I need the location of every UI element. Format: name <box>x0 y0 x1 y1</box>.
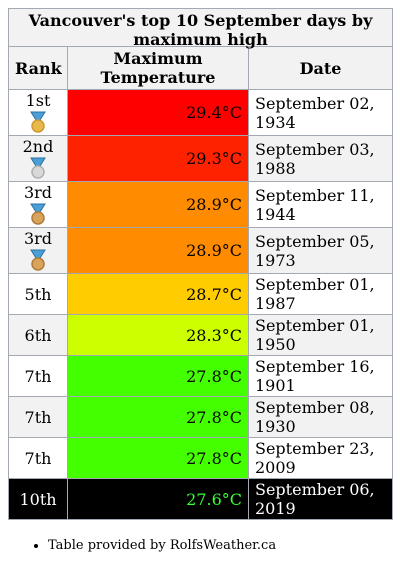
footer-note: Table provided by RolfsWeather.ca <box>48 538 276 553</box>
table-row: 5th 28.7°C September 01, 1987 <box>8 273 393 315</box>
rank-cell: 6th <box>8 314 68 356</box>
temperature-cell: 29.3°C <box>67 135 249 182</box>
date-cell: September 06, 2019 <box>248 478 393 520</box>
rank-text: 7th <box>24 448 52 468</box>
rank-text: 3rd <box>23 229 53 248</box>
rank-text: 2nd <box>22 137 54 156</box>
temperature-cell: 27.8°C <box>67 355 249 397</box>
table-row: 7th 27.8°C September 23, 2009 <box>8 437 393 479</box>
header-cell: Rank <box>8 46 68 90</box>
table-row: 7th 27.8°C September 08, 1930 <box>8 396 393 438</box>
rank-cell: 3rd <box>8 181 68 228</box>
temperature-cell: 27.8°C <box>67 437 249 479</box>
rank-text: 5th <box>24 284 52 304</box>
date-cell: September 03, 1988 <box>248 135 393 182</box>
rank-cell: 5th <box>8 273 68 315</box>
table-row: 10th 27.6°C September 06, 2019 <box>8 478 393 520</box>
medal-icon <box>30 111 46 133</box>
date-cell: September 08, 1930 <box>248 396 393 438</box>
date-cell: September 01, 1987 <box>248 273 393 315</box>
rank-text: 1st <box>25 91 51 110</box>
temperature-cell: 27.6°C <box>67 478 249 520</box>
date-cell: September 23, 2009 <box>248 437 393 479</box>
rank-cell: 7th <box>8 396 68 438</box>
header-cell: Date <box>248 46 393 90</box>
date-cell: September 16, 1901 <box>248 355 393 397</box>
rank-text: 6th <box>24 325 52 345</box>
rank-cell: 7th <box>8 355 68 397</box>
rank-text: 10th <box>19 489 57 509</box>
temperature-cell: 27.8°C <box>67 396 249 438</box>
temperature-cell: 28.9°C <box>67 181 249 228</box>
table-row: 2nd 29.3°C September 03, 1988 <box>8 135 393 182</box>
table-row: 6th 28.3°C September 01, 1950 <box>8 314 393 356</box>
medal-icon <box>30 249 46 271</box>
date-cell: September 02, 1934 <box>248 89 393 136</box>
footer-list: Table provided by RolfsWeather.ca <box>30 538 276 553</box>
header-cell: Maximum Temperature <box>67 46 249 90</box>
rank-cell: 10th <box>8 478 68 520</box>
temperature-cell: 28.7°C <box>67 273 249 315</box>
table: Vancouver's top 10 September days by max… <box>8 8 393 520</box>
table-row: 7th 27.8°C September 16, 1901 <box>8 355 393 397</box>
rank-text: 7th <box>24 366 52 386</box>
table-title: Vancouver's top 10 September days by max… <box>8 8 393 49</box>
rank-text: 3rd <box>23 183 53 202</box>
header-row: Rank Maximum Temperature Date <box>8 46 393 90</box>
medal-icon <box>30 157 46 179</box>
table-body: 1st 29.4°C September 02, 1934 2nd 29.3°C Sept… <box>8 89 393 520</box>
rank-cell: 2nd <box>8 135 68 182</box>
rank-cell: 7th <box>8 437 68 479</box>
table-row: 3rd 28.9°C September 11, 1944 <box>8 181 393 228</box>
table-row: 3rd 28.9°C September 05, 1973 <box>8 227 393 274</box>
table-row: 1st 29.4°C September 02, 1934 <box>8 89 393 136</box>
table-wrapper: Vancouver's top 10 September days by max… <box>8 8 393 520</box>
rank-cell: 3rd <box>8 227 68 274</box>
temperature-cell: 28.3°C <box>67 314 249 356</box>
rank-cell: 1st <box>8 89 68 136</box>
rank-text: 7th <box>24 407 52 427</box>
temperature-cell: 29.4°C <box>67 89 249 136</box>
date-cell: September 01, 1950 <box>248 314 393 356</box>
temperature-cell: 28.9°C <box>67 227 249 274</box>
medal-icon <box>30 203 46 225</box>
date-cell: September 11, 1944 <box>248 181 393 228</box>
date-cell: September 05, 1973 <box>248 227 393 274</box>
